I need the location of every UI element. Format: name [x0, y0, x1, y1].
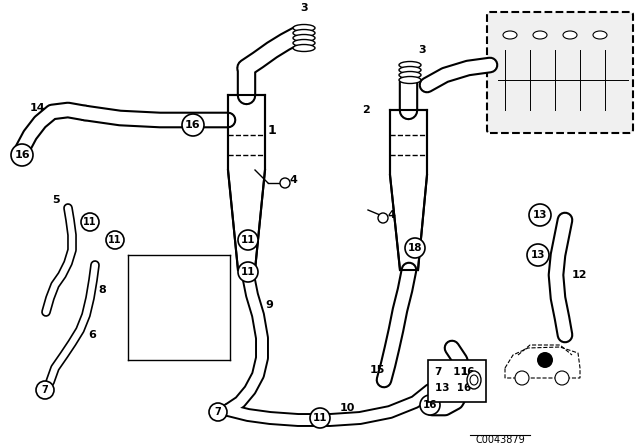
Circle shape — [182, 114, 204, 136]
Text: 16: 16 — [461, 367, 476, 377]
Ellipse shape — [399, 72, 421, 78]
Text: 7   11: 7 11 — [435, 367, 468, 377]
Bar — [428, 360, 486, 402]
Text: 18: 18 — [408, 243, 422, 253]
Text: 11: 11 — [108, 235, 122, 245]
Text: 9: 9 — [265, 300, 273, 310]
Circle shape — [537, 352, 553, 368]
Circle shape — [405, 238, 425, 258]
Circle shape — [527, 244, 549, 266]
Circle shape — [529, 204, 551, 226]
Circle shape — [515, 371, 529, 385]
Ellipse shape — [503, 31, 517, 39]
Text: 3: 3 — [418, 45, 426, 55]
Polygon shape — [390, 110, 427, 270]
Ellipse shape — [470, 375, 478, 385]
Ellipse shape — [533, 31, 547, 39]
Text: 16: 16 — [14, 150, 30, 160]
Text: 11: 11 — [83, 217, 97, 227]
Text: 6: 6 — [88, 330, 96, 340]
Circle shape — [238, 262, 258, 282]
Text: 2: 2 — [362, 105, 370, 115]
Text: 14: 14 — [30, 103, 45, 113]
Circle shape — [458, 362, 478, 382]
Circle shape — [11, 144, 33, 166]
Text: 16: 16 — [185, 120, 201, 130]
Text: C0043879: C0043879 — [475, 435, 525, 445]
Ellipse shape — [399, 61, 421, 69]
Text: 4: 4 — [388, 210, 396, 220]
Circle shape — [555, 371, 569, 385]
Text: 8: 8 — [98, 285, 106, 295]
Ellipse shape — [293, 39, 315, 47]
Text: 3: 3 — [300, 3, 308, 13]
Circle shape — [209, 403, 227, 421]
FancyBboxPatch shape — [487, 12, 633, 133]
Circle shape — [280, 178, 290, 188]
Ellipse shape — [399, 66, 421, 73]
Text: 4: 4 — [290, 175, 298, 185]
Text: 7: 7 — [214, 407, 221, 417]
Text: 13  16: 13 16 — [435, 383, 471, 393]
Text: 11: 11 — [241, 267, 255, 277]
Ellipse shape — [293, 44, 315, 52]
Ellipse shape — [293, 25, 315, 31]
Text: 7: 7 — [42, 385, 49, 395]
Text: 15: 15 — [370, 365, 385, 375]
Text: 5: 5 — [52, 195, 60, 205]
Text: 11: 11 — [313, 413, 327, 423]
Text: 12: 12 — [572, 270, 588, 280]
Text: 13: 13 — [531, 250, 545, 260]
Ellipse shape — [593, 31, 607, 39]
Ellipse shape — [563, 31, 577, 39]
Circle shape — [310, 408, 330, 428]
Circle shape — [106, 231, 124, 249]
Circle shape — [378, 213, 388, 223]
Ellipse shape — [293, 30, 315, 36]
Circle shape — [81, 213, 99, 231]
Text: 1: 1 — [268, 124, 276, 137]
Text: 11: 11 — [241, 235, 255, 245]
Ellipse shape — [293, 34, 315, 42]
Polygon shape — [228, 95, 265, 270]
Text: 16: 16 — [423, 400, 437, 410]
Text: 10: 10 — [340, 403, 355, 413]
Circle shape — [238, 230, 258, 250]
Ellipse shape — [467, 371, 481, 389]
Circle shape — [420, 395, 440, 415]
Circle shape — [36, 381, 54, 399]
Ellipse shape — [399, 77, 421, 83]
Text: 13: 13 — [532, 210, 547, 220]
